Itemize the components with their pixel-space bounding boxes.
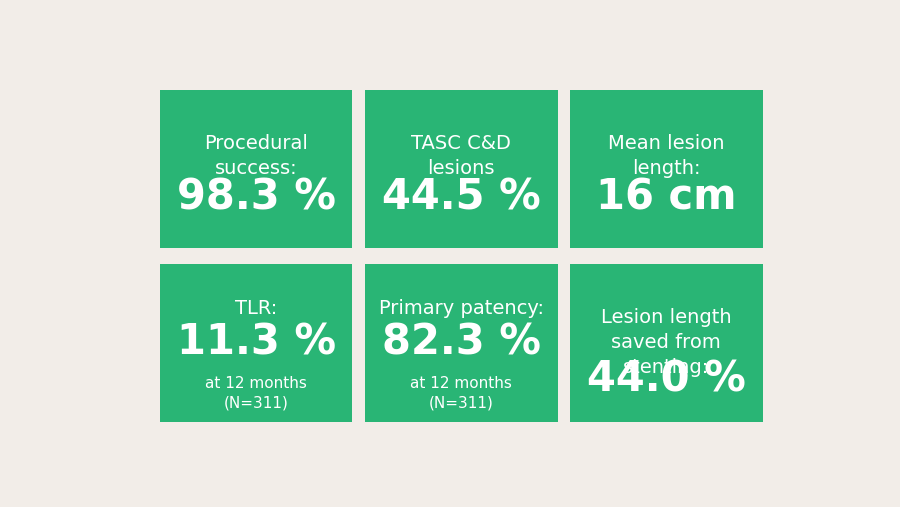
Bar — [160, 90, 353, 248]
Text: 82.3 %: 82.3 % — [382, 322, 541, 364]
Bar — [570, 90, 762, 248]
Text: Primary patency:: Primary patency: — [379, 299, 544, 317]
Text: 16 cm: 16 cm — [596, 176, 736, 219]
Text: at 12 months
(N=311): at 12 months (N=311) — [205, 376, 307, 411]
Text: 98.3 %: 98.3 % — [176, 176, 336, 219]
Text: 44.5 %: 44.5 % — [382, 176, 541, 219]
Text: Mean lesion
length:: Mean lesion length: — [608, 134, 725, 178]
Bar — [365, 264, 557, 422]
Bar — [570, 264, 762, 422]
Text: Procedural
success:: Procedural success: — [204, 134, 308, 178]
Bar — [160, 264, 353, 422]
Bar — [365, 90, 557, 248]
Text: at 12 months
(N=311): at 12 months (N=311) — [410, 376, 512, 411]
Text: TLR:: TLR: — [235, 299, 277, 317]
Text: 11.3 %: 11.3 % — [176, 322, 336, 364]
Text: TASC C&D
lesions: TASC C&D lesions — [411, 134, 511, 178]
Text: Lesion length
saved from
stenting:: Lesion length saved from stenting: — [601, 308, 732, 377]
Text: 44.0 %: 44.0 % — [587, 358, 746, 400]
